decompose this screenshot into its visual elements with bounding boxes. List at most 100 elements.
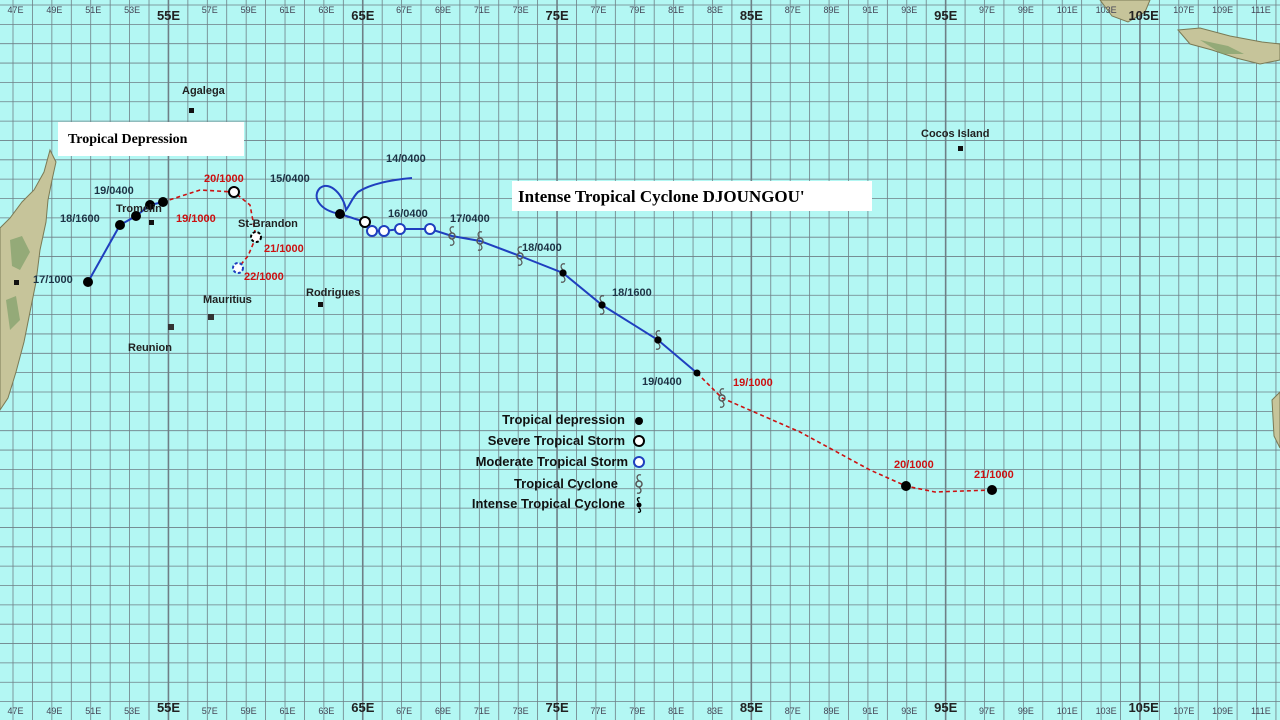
track-point-tropical-depression — [335, 209, 345, 219]
legend-tropical-depression-icon — [635, 417, 643, 425]
longitude-tick-label: 93E — [901, 5, 917, 15]
longitude-tick-label: 89E — [824, 706, 840, 716]
tropical-cyclone-icon — [718, 388, 726, 408]
legend-moderate-tropical-storm-label: Moderate Tropical Storm — [476, 454, 628, 469]
track-point-tropical-depression — [131, 211, 141, 221]
depression-title: Tropical Depression — [68, 132, 188, 147]
track-point-intense-cyclone — [598, 301, 606, 309]
label-d-19-1000: 19/1000 — [176, 213, 216, 225]
longitude-tick-label: 69E — [435, 5, 451, 15]
longitude-tick-label: 97E — [979, 5, 995, 15]
legend-intense-tropical-cyclone-label: Intense Tropical Cyclone — [472, 496, 625, 511]
depression-title-box — [58, 122, 244, 156]
tropical-cyclone-icon — [516, 246, 524, 266]
label-c-18-1600: 18/1600 — [612, 287, 652, 299]
longitude-tick-label: 77E — [590, 5, 606, 15]
java-landmass — [1176, 27, 1280, 65]
cocos-marker — [958, 146, 963, 151]
legend-moderate-tropical-storm-icon — [633, 456, 645, 468]
track-point-tropical-depression — [115, 220, 125, 230]
longitude-tick-label: 97E — [979, 706, 995, 716]
longitude-tick-label: 93E — [901, 706, 917, 716]
longitude-tick-label: 79E — [629, 5, 645, 15]
label-d-21-1000: 21/1000 — [264, 243, 304, 255]
longitude-tick-label: 105E — [1128, 700, 1159, 715]
cyclone-title: Intense Tropical Cyclone DJOUNGOU' — [518, 187, 805, 206]
longitude-tick-label: 51E — [85, 706, 101, 716]
longitude-tick-label: 85E — [740, 8, 763, 23]
longitude-tick-label: 85E — [740, 700, 763, 715]
cyclone-title-box — [512, 181, 872, 211]
longitude-tick-label: 99E — [1018, 5, 1034, 15]
longitude-tick-label: 73E — [513, 706, 529, 716]
track-point-moderate-tropical-storm — [366, 225, 378, 237]
longitude-tick-label: 107E — [1173, 706, 1194, 716]
longitude-tick-label: 63E — [318, 5, 334, 15]
longitude-tick-label: 65E — [351, 8, 374, 23]
track-point-intense-cyclone — [693, 369, 701, 377]
longitude-tick-label: 89E — [824, 5, 840, 15]
rodrigues-marker — [318, 302, 323, 307]
cyclone-early-track — [315, 177, 413, 215]
label-d-19-0400: 19/0400 — [94, 185, 134, 197]
legend-tropical-depression-label: Tropical depression — [502, 412, 625, 427]
sumatra-landmass — [1099, 0, 1151, 23]
track-point-severe-tropical-storm — [359, 216, 371, 228]
tromelin-marker — [149, 220, 154, 225]
place-rodrigues: Rodrigues — [306, 287, 360, 299]
legend-severe-tropical-storm-icon — [633, 435, 645, 447]
label-d-22-1000: 22/1000 — [244, 271, 284, 283]
madagascar-landmass — [0, 148, 57, 411]
label-c-18-0400: 18/0400 — [522, 242, 562, 254]
longitude-tick-label: 109E — [1212, 5, 1233, 15]
longitude-tick-label: 83E — [707, 706, 723, 716]
label-c-16-0400: 16/0400 — [388, 208, 428, 220]
longitude-tick-label: 95E — [934, 8, 957, 23]
label-c-17-0400: 17/0400 — [450, 213, 490, 225]
longitude-tick-label: 49E — [46, 706, 62, 716]
longitude-tick-label: 57E — [202, 706, 218, 716]
longitude-tick-label: 69E — [435, 706, 451, 716]
longitude-tick-label: 79E — [629, 706, 645, 716]
tropical-cyclone-icon — [476, 231, 484, 251]
longitude-tick-label: 91E — [862, 706, 878, 716]
legend: Tropical depression Severe Tropical Stor… — [472, 412, 645, 513]
label-c-15-0400: 15/0400 — [270, 173, 310, 185]
label-c-19-1000: 19/1000 — [733, 377, 773, 389]
longitude-tick-label: 87E — [785, 5, 801, 15]
track-point-tropical-depression — [987, 485, 997, 495]
place-mauritius: Mauritius — [203, 294, 252, 306]
longitude-tick-label: 111E — [1251, 5, 1271, 15]
longitude-tick-label: 55E — [157, 700, 180, 715]
longitude-tick-label: 53E — [124, 706, 140, 716]
longitude-tick-label: 81E — [668, 5, 684, 15]
longitude-tick-label: 61E — [280, 5, 296, 15]
track-point-severe-tropical-storm — [228, 186, 240, 198]
legend-tropical-cyclone-label: Tropical Cyclone — [514, 476, 618, 491]
label-c-19-0400: 19/0400 — [642, 376, 682, 388]
longitude-tick-label: 81E — [668, 706, 684, 716]
longitude-tick-label: 71E — [474, 5, 490, 15]
track-point-moderate-tropical-storm — [394, 223, 406, 235]
legend-tropical-cyclone-icon — [635, 474, 643, 494]
longitude-tick-label: 103E — [1096, 706, 1117, 716]
place-st-brandon: St-Brandon — [238, 218, 298, 230]
longitude-tick-label: 107E — [1173, 5, 1194, 15]
longitude-tick-label: 87E — [785, 706, 801, 716]
longitude-tick-label: 49E — [46, 5, 62, 15]
longitude-tick-label: 111E — [1251, 706, 1271, 716]
label-d-20-1000: 20/1000 — [204, 173, 244, 185]
longitude-tick-label: 109E — [1212, 706, 1233, 716]
reunion-marker — [168, 324, 174, 330]
longitude-tick-label: 63E — [318, 706, 334, 716]
longitude-tick-label: 61E — [280, 706, 296, 716]
longitude-tick-label: 53E — [124, 5, 140, 15]
australia-coast — [1271, 391, 1280, 449]
mauritius-marker — [208, 314, 214, 320]
place-tromelin: Tromelin — [116, 203, 162, 215]
longitude-tick-label: 103E — [1096, 5, 1117, 15]
longitude-tick-label: 59E — [241, 706, 257, 716]
label-c-21-1000: 21/1000 — [974, 469, 1014, 481]
